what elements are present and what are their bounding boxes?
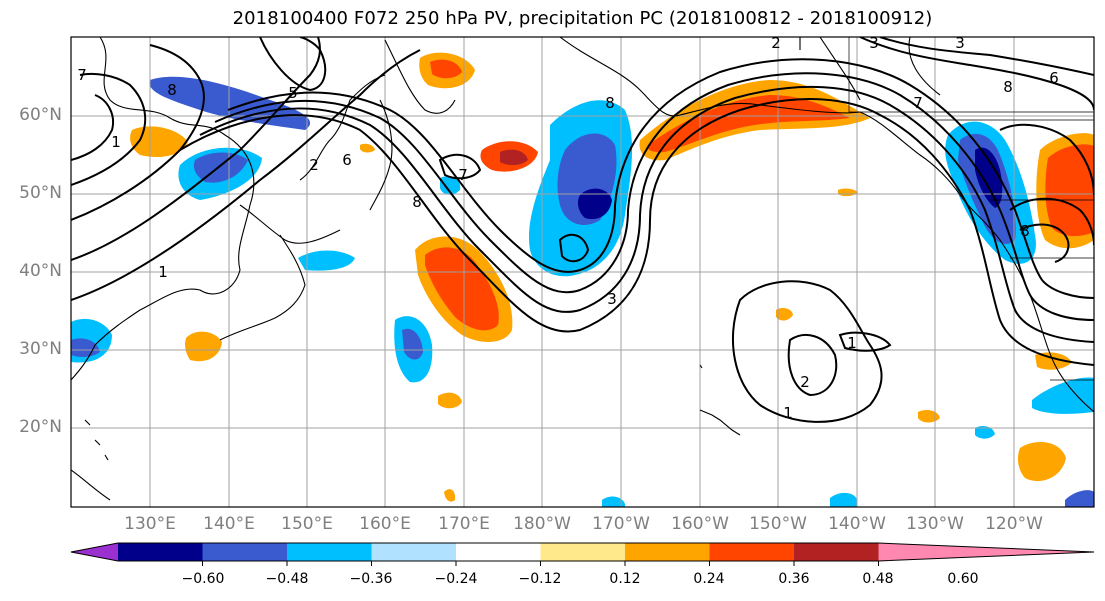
pos-region — [1017, 442, 1066, 482]
lon-label: 140°E — [203, 514, 255, 534]
colorbar-tick: −0.48 — [265, 571, 309, 587]
contour-label: 3 — [869, 34, 879, 52]
colorbar-swatch — [118, 543, 203, 561]
colorbar-tick: −0.36 — [349, 571, 393, 587]
contour-label: 8 — [605, 94, 615, 112]
map-title: 2018100400 F072 250 hPa PV, precipitatio… — [232, 8, 933, 29]
contour-label: 2 — [771, 34, 781, 52]
contour-label: 1 — [158, 263, 168, 281]
contour-label: 2 — [800, 373, 810, 391]
colorbar-tick: 0.36 — [778, 571, 810, 587]
colorbar-tick: 0.60 — [947, 571, 979, 587]
neg-region — [402, 328, 423, 360]
colorbar-swatch — [540, 543, 626, 561]
lon-label: 130°E — [124, 514, 176, 534]
pos-region — [438, 392, 462, 409]
pos-region — [1045, 144, 1094, 237]
lat-label: 20°N — [19, 417, 62, 437]
contour-label: 7 — [458, 166, 468, 184]
colorbar-tick: −0.24 — [434, 571, 478, 587]
lon-label: 170°E — [438, 514, 490, 534]
lon-label: 150°W — [749, 514, 807, 534]
lat-label: 30°N — [19, 339, 62, 359]
lon-label: 160°W — [671, 514, 729, 534]
lon-label: 120°W — [985, 514, 1043, 534]
neg-region — [1032, 377, 1094, 414]
neg-region — [975, 426, 995, 439]
contour-label: 7 — [913, 94, 923, 112]
pos-region — [444, 489, 456, 502]
pos-region — [776, 307, 793, 321]
pos-region — [185, 331, 222, 362]
contour-label: 5 — [288, 84, 298, 102]
contour-label: 3 — [955, 34, 965, 52]
contour-label: 8 — [1003, 78, 1013, 96]
neg-region — [975, 147, 1003, 208]
colorbar-extend-high — [878, 543, 1094, 561]
colorbar-swatch — [287, 543, 372, 561]
neg-region — [830, 492, 857, 507]
contour-label: 8 — [167, 81, 177, 99]
contour-label: 7 — [77, 66, 87, 84]
colorbar-swatch — [456, 543, 541, 561]
pv-contours — [71, 37, 1094, 423]
colorbar-swatch — [625, 543, 710, 561]
lon-label: 150°E — [281, 514, 333, 534]
neg-region — [602, 496, 625, 507]
colorbar-swatch — [794, 543, 879, 561]
colorbar-outline — [70, 542, 1095, 562]
contour-label: 2 — [309, 156, 319, 174]
lon-label: 140°W — [828, 514, 886, 534]
neg-region — [440, 176, 461, 195]
colorbar-swatch — [709, 543, 795, 561]
pos-region — [425, 247, 499, 331]
pos-region — [500, 149, 528, 166]
neg-region — [71, 338, 100, 357]
colorbar-swatch — [202, 543, 288, 561]
pos-region — [430, 59, 462, 79]
lon-label: 160°E — [359, 514, 411, 534]
lon-label: 170°W — [592, 514, 650, 534]
contour-label: 1 — [847, 334, 857, 352]
contour-label: 6 — [342, 151, 352, 169]
colorbar-tick: −0.12 — [518, 571, 562, 587]
colorbar-swatch — [371, 543, 457, 561]
colorbar-tick: 0.24 — [693, 571, 725, 587]
colorbar — [70, 542, 1095, 566]
contour-label: 1 — [783, 404, 793, 422]
contour-label: 1 — [111, 133, 121, 151]
neg-region — [298, 250, 355, 271]
neg-region — [577, 188, 612, 220]
lat-label: 50°N — [19, 183, 62, 203]
neg-region — [1065, 490, 1094, 507]
contour-label: 3 — [607, 290, 617, 308]
contour-label: 8 — [412, 193, 422, 211]
lat-label: 60°N — [19, 105, 62, 125]
colorbar-tick: 0.12 — [609, 571, 641, 587]
lat-label: 40°N — [19, 261, 62, 281]
colorbar-tick: −0.60 — [181, 571, 225, 587]
lon-label: 180°W — [513, 514, 571, 534]
contour-label: 6 — [1049, 69, 1059, 87]
coastlines — [71, 37, 1094, 501]
lon-label: 130°W — [906, 514, 964, 534]
pos-region — [360, 143, 375, 153]
colorbar-tick: 0.48 — [862, 571, 894, 587]
pos-region — [130, 126, 188, 158]
contour-label: 8 — [1020, 222, 1030, 240]
colorbar-extend-low — [71, 543, 118, 561]
